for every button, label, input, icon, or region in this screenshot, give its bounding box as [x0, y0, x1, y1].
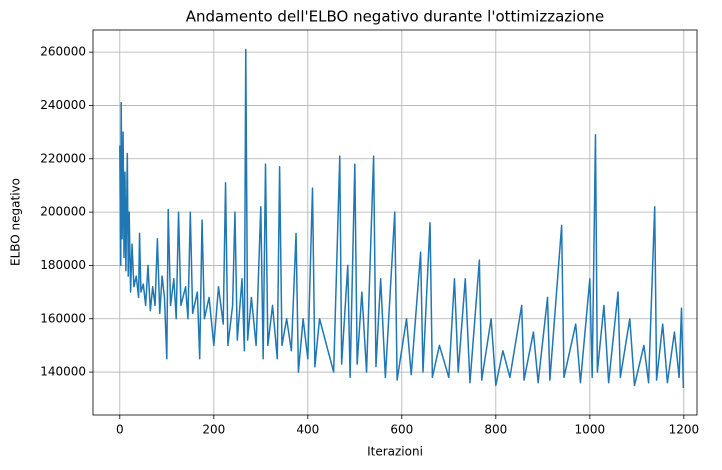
x-tick-label: 1200: [669, 423, 700, 437]
x-tick-label: 0: [116, 423, 124, 437]
x-tick-label: 800: [484, 423, 507, 437]
y-tick-label: 200000: [40, 205, 86, 219]
y-tick-label: 160000: [40, 311, 86, 325]
y-tick-label: 260000: [40, 45, 86, 59]
x-tick-label: 1000: [575, 423, 606, 437]
y-tick-label: 220000: [40, 151, 86, 165]
data-line: [119, 48, 685, 389]
plot-frame: [92, 29, 698, 416]
x-tick-label: 600: [390, 423, 413, 437]
x-tick-label: 200: [202, 423, 225, 437]
x-tick-label: 400: [296, 423, 319, 437]
chart-title: Andamento dell'ELBO negativo durante l'o…: [186, 8, 604, 26]
y-tick-label: 180000: [40, 258, 86, 272]
y-tick-label: 240000: [40, 98, 86, 112]
x-axis-label: Iterazioni: [367, 445, 423, 459]
y-axis-label: ELBO negativo: [9, 178, 23, 266]
y-tick-label: 140000: [40, 365, 86, 379]
